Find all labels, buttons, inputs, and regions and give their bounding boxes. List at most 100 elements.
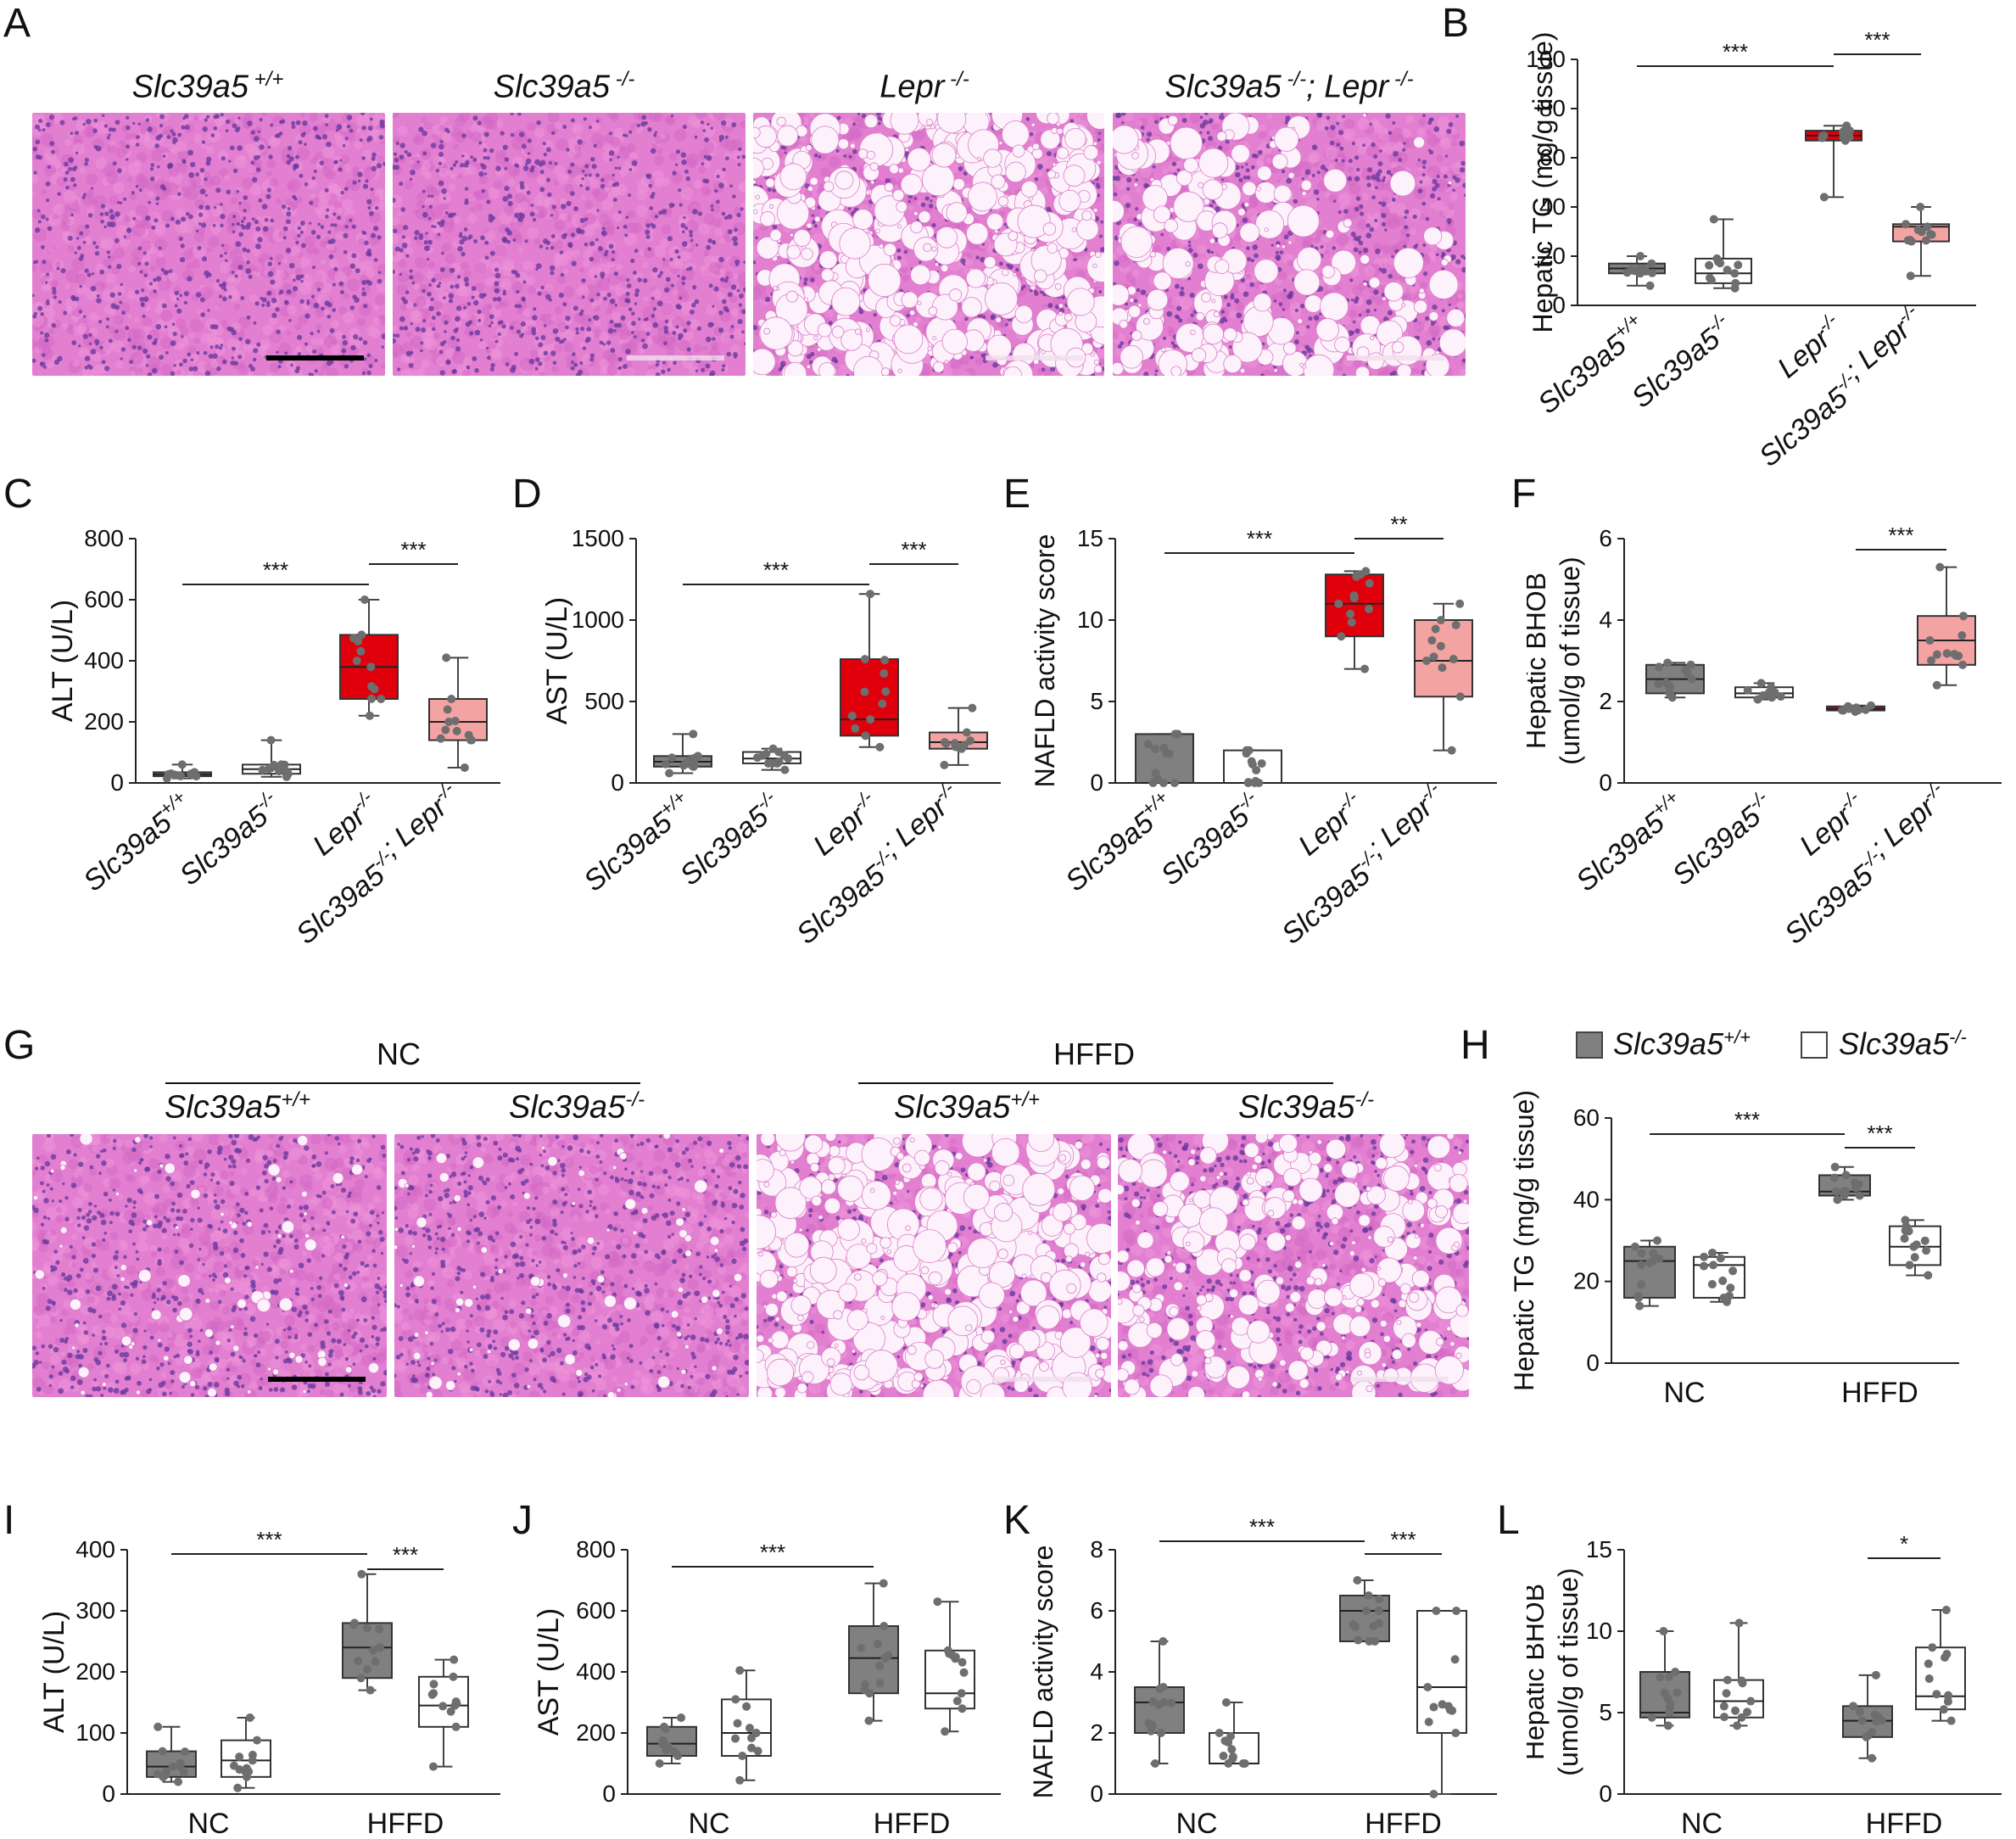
data-point [1716,1254,1725,1263]
data-point [1700,1261,1709,1271]
box-2 [848,1579,899,1725]
data-point [1647,1713,1656,1722]
data-point [1438,1700,1447,1709]
data-point [1743,1708,1752,1717]
data-point [1647,259,1656,268]
x-tick-label: NC [1663,1377,1705,1409]
data-point [1438,663,1447,673]
data-point [1776,692,1785,702]
y-tick-label: 0 [1599,769,1612,796]
data-point [1939,1705,1948,1714]
y-axis-label: Hepatic TG (mg/g tissue) [1509,1090,1539,1391]
data-point [1921,236,1930,245]
data-point [366,1685,375,1695]
data-point [1874,1712,1883,1721]
data-point [354,636,363,646]
data-point [1686,660,1695,669]
data-point [1900,1234,1909,1244]
box-3 [1915,1606,1966,1725]
micrograph-texture [757,1134,1111,1397]
chart-k: 0 2 4 6 8 NAFLD activity score *** *** NC HFFD [1030,1514,1497,1839]
data-point [851,724,860,733]
data-point [1374,1606,1383,1615]
data-point [1944,1691,1953,1700]
data-point [1932,650,1941,659]
data-point [655,1759,664,1768]
x-tick-label: Slc39a5+/+ [1568,786,1692,898]
data-point [1932,680,1941,690]
box-3 [1917,562,1976,690]
data-point [166,769,176,779]
micrograph [753,113,1104,376]
y-axis-label: AST (U/L) [541,597,573,725]
panel-letter-I: I [3,1498,15,1543]
data-point [375,1643,384,1652]
data-point [368,1646,377,1655]
data-point [1958,660,1968,669]
data-point [1743,685,1752,695]
data-point [176,771,186,780]
y-tick-label: 0 [1599,1780,1612,1807]
data-point [962,728,971,737]
data-point [1666,1700,1675,1709]
data-point [968,703,977,713]
y-tick-label: 600 [84,586,124,612]
micrograph-texture [32,1134,387,1397]
panel-letter-C: C [3,472,33,517]
data-point [447,695,456,703]
data-point [1436,616,1445,624]
y-tick-label: 0 [1090,769,1103,796]
data-point [1901,1226,1910,1235]
group-title-nc: NC [377,1037,421,1071]
micrograph [1118,1134,1469,1397]
micrograph [393,113,746,376]
box-1 [721,1666,772,1785]
box-1 [1209,1698,1259,1768]
x-tick-label: Slc39a5-/-; Lepr-/- [781,777,975,950]
data-point [360,595,370,604]
data-point [1654,679,1663,689]
data-point [1170,779,1179,787]
significance-label: *** [760,1540,785,1565]
data-point [269,760,278,769]
data-point [774,757,784,767]
data-point [1353,1576,1362,1585]
data-point [349,1620,359,1629]
data-point [1671,1668,1680,1676]
box-2 [1842,1670,1893,1763]
data-point [1251,776,1260,785]
data-point [450,1655,459,1664]
data-point [1910,1253,1919,1262]
data-point [1941,1606,1951,1615]
data-point [1841,1171,1851,1180]
x-tick-label: NC [688,1808,729,1839]
data-point [1719,1702,1728,1711]
data-point [864,1716,874,1725]
data-point [280,760,289,769]
data-point [1902,220,1911,229]
data-point [1365,579,1374,588]
data-point [1227,1745,1237,1754]
data-point [952,1696,962,1706]
data-point [187,769,196,779]
data-point [436,734,445,743]
data-point [429,1680,438,1689]
data-point [879,1579,888,1588]
data-point [1656,1673,1665,1682]
data-point [1645,281,1655,290]
data-point [1723,266,1732,275]
box-0 [1134,1637,1185,1768]
y-tick-label: 0 [1552,292,1566,318]
data-point [672,1749,681,1758]
data-point [1923,222,1932,232]
data-point [1167,1698,1176,1708]
data-point [957,1689,966,1698]
data-point [677,1713,686,1722]
data-point [1429,652,1438,662]
data-point [441,725,450,735]
data-point [442,653,451,662]
micrograph [32,113,385,376]
data-point [1360,664,1370,674]
y-tick-label: 40 [1573,1186,1600,1212]
